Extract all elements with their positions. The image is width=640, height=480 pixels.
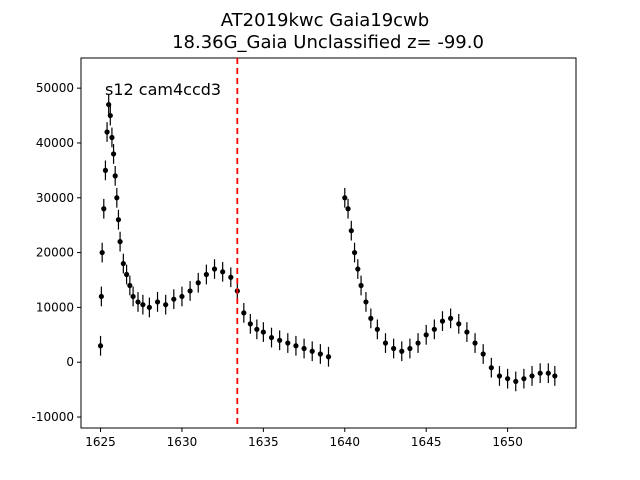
data-point-0-48 xyxy=(355,266,361,272)
data-point-0-65 xyxy=(480,351,486,357)
data-point-0-51 xyxy=(368,315,374,321)
data-point-0-26 xyxy=(195,280,201,286)
data-point-0-62 xyxy=(456,321,462,327)
data-point-0-60 xyxy=(439,318,446,324)
data-point-0-57 xyxy=(415,340,421,346)
plot-area xyxy=(80,57,577,429)
data-point-0-72 xyxy=(537,370,543,376)
data-point-0-73 xyxy=(545,370,551,376)
data-point-0-66 xyxy=(488,365,494,371)
data-point-0-44 xyxy=(342,195,348,201)
data-point-0-33 xyxy=(247,321,253,327)
data-point-0-11 xyxy=(114,195,120,201)
y-tick-label-2: 10000 xyxy=(36,300,74,314)
data-point-0-56 xyxy=(407,345,413,352)
x-tick-label-1: 1630 xyxy=(167,435,198,449)
data-points xyxy=(97,94,558,392)
data-point-0-18 xyxy=(135,299,141,305)
data-point-0-5 xyxy=(104,129,110,135)
x-tick-label-3: 1640 xyxy=(330,435,361,449)
data-point-0-23 xyxy=(171,296,177,302)
data-point-0-22 xyxy=(163,302,169,308)
data-point-0-27 xyxy=(203,271,209,278)
chart-subtitle: 18.36G_Gaia Unclassified z= -99.0 xyxy=(172,32,484,53)
data-point-0-3 xyxy=(101,206,107,212)
data-point-0-50 xyxy=(363,299,369,305)
data-point-0-43 xyxy=(325,354,332,360)
y-tick-label-3: 20000 xyxy=(36,246,74,260)
data-point-0-68 xyxy=(505,376,511,382)
y-tick-label-0: -10000 xyxy=(31,410,74,424)
data-point-0-41 xyxy=(309,348,315,354)
data-point-0-20 xyxy=(146,304,152,311)
data-point-0-17 xyxy=(130,293,136,300)
data-point-0-61 xyxy=(448,315,454,321)
data-point-0-4 xyxy=(102,167,109,173)
data-point-0-19 xyxy=(140,302,146,308)
x-tick-label-0: 1625 xyxy=(85,435,116,449)
x-axis: 1625 1630 1635 1640 1645 1650 xyxy=(85,428,523,449)
data-point-0-63 xyxy=(464,329,470,335)
data-point-0-9 xyxy=(110,151,117,157)
chart-annotation: s12 cam4ccd3 xyxy=(105,80,221,99)
data-point-0-32 xyxy=(241,310,247,316)
data-point-0-7 xyxy=(107,112,113,119)
data-point-0-52 xyxy=(374,326,380,332)
data-point-0-45 xyxy=(345,206,351,212)
data-point-0-46 xyxy=(348,228,354,234)
data-point-0-49 xyxy=(358,282,364,289)
y-axis: -10000 0 10000 20000 30000 40000 50000 xyxy=(31,81,81,424)
data-point-0-21 xyxy=(154,299,161,305)
data-point-0-0 xyxy=(97,343,104,349)
data-point-0-71 xyxy=(529,373,535,379)
x-tick-label-4: 1645 xyxy=(411,435,442,449)
data-point-0-70 xyxy=(521,376,527,382)
y-tick-label-5: 40000 xyxy=(36,136,74,150)
data-point-0-14 xyxy=(120,260,126,267)
data-point-0-47 xyxy=(351,249,358,256)
data-point-0-37 xyxy=(277,337,283,343)
data-point-0-35 xyxy=(260,329,266,335)
data-point-0-16 xyxy=(127,282,133,289)
data-point-0-64 xyxy=(472,340,478,346)
data-point-0-58 xyxy=(423,332,429,338)
y-tick-label-6: 50000 xyxy=(36,81,74,95)
data-point-0-74 xyxy=(552,373,558,379)
data-point-0-29 xyxy=(220,269,226,275)
data-point-0-40 xyxy=(301,345,307,352)
data-point-0-59 xyxy=(431,326,437,332)
data-point-0-24 xyxy=(179,293,185,300)
y-tick-label-1: 0 xyxy=(66,355,74,369)
x-tick-label-5: 1650 xyxy=(492,435,523,449)
data-point-0-30 xyxy=(228,274,234,280)
y-tick-label-4: 30000 xyxy=(36,191,74,205)
data-point-0-54 xyxy=(391,345,397,352)
data-point-0-42 xyxy=(317,351,323,357)
data-point-0-12 xyxy=(115,217,122,223)
data-point-0-34 xyxy=(254,326,260,332)
data-point-0-36 xyxy=(268,334,275,341)
data-point-0-53 xyxy=(382,340,389,346)
data-point-0-1 xyxy=(98,293,104,300)
x-tick-label-2: 1635 xyxy=(248,435,279,449)
data-point-0-25 xyxy=(187,288,193,294)
data-point-0-10 xyxy=(112,173,118,179)
data-point-0-13 xyxy=(117,239,123,245)
data-point-0-39 xyxy=(293,343,299,349)
data-point-0-8 xyxy=(109,134,115,141)
data-point-0-38 xyxy=(285,340,291,346)
data-point-0-69 xyxy=(513,378,519,385)
data-point-0-55 xyxy=(399,348,405,354)
data-point-0-28 xyxy=(211,266,218,272)
data-point-0-67 xyxy=(496,373,503,379)
data-point-0-15 xyxy=(123,271,130,278)
data-point-0-2 xyxy=(99,249,105,256)
chart-title: AT2019kwc Gaia19cwb xyxy=(221,10,429,31)
